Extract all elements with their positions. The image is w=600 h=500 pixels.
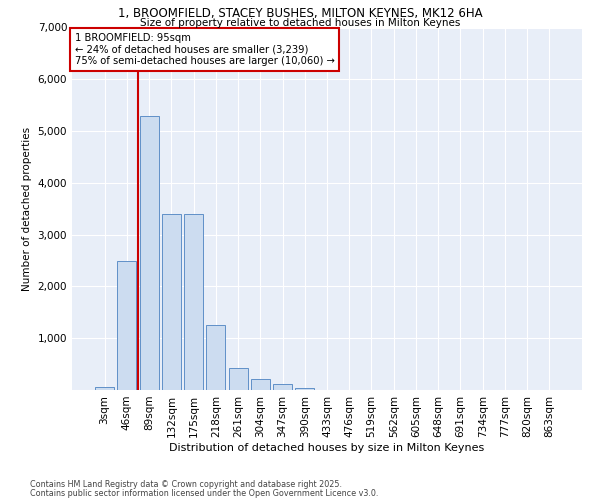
Bar <box>295 388 314 390</box>
Bar <box>184 214 203 390</box>
Bar <box>273 384 292 390</box>
X-axis label: Distribution of detached houses by size in Milton Keynes: Distribution of detached houses by size … <box>169 442 485 452</box>
Text: Size of property relative to detached houses in Milton Keynes: Size of property relative to detached ho… <box>140 18 460 28</box>
Text: Contains public sector information licensed under the Open Government Licence v3: Contains public sector information licen… <box>30 488 379 498</box>
Bar <box>229 368 248 390</box>
Bar <box>140 116 158 390</box>
Bar <box>95 387 114 390</box>
Bar <box>118 260 136 390</box>
Bar <box>251 378 270 390</box>
Text: Contains HM Land Registry data © Crown copyright and database right 2025.: Contains HM Land Registry data © Crown c… <box>30 480 342 489</box>
Bar <box>206 326 225 390</box>
Text: 1, BROOMFIELD, STACEY BUSHES, MILTON KEYNES, MK12 6HA: 1, BROOMFIELD, STACEY BUSHES, MILTON KEY… <box>118 8 482 20</box>
Text: 1 BROOMFIELD: 95sqm
← 24% of detached houses are smaller (3,239)
75% of semi-det: 1 BROOMFIELD: 95sqm ← 24% of detached ho… <box>74 33 334 66</box>
Y-axis label: Number of detached properties: Number of detached properties <box>22 126 32 291</box>
Bar <box>162 214 181 390</box>
